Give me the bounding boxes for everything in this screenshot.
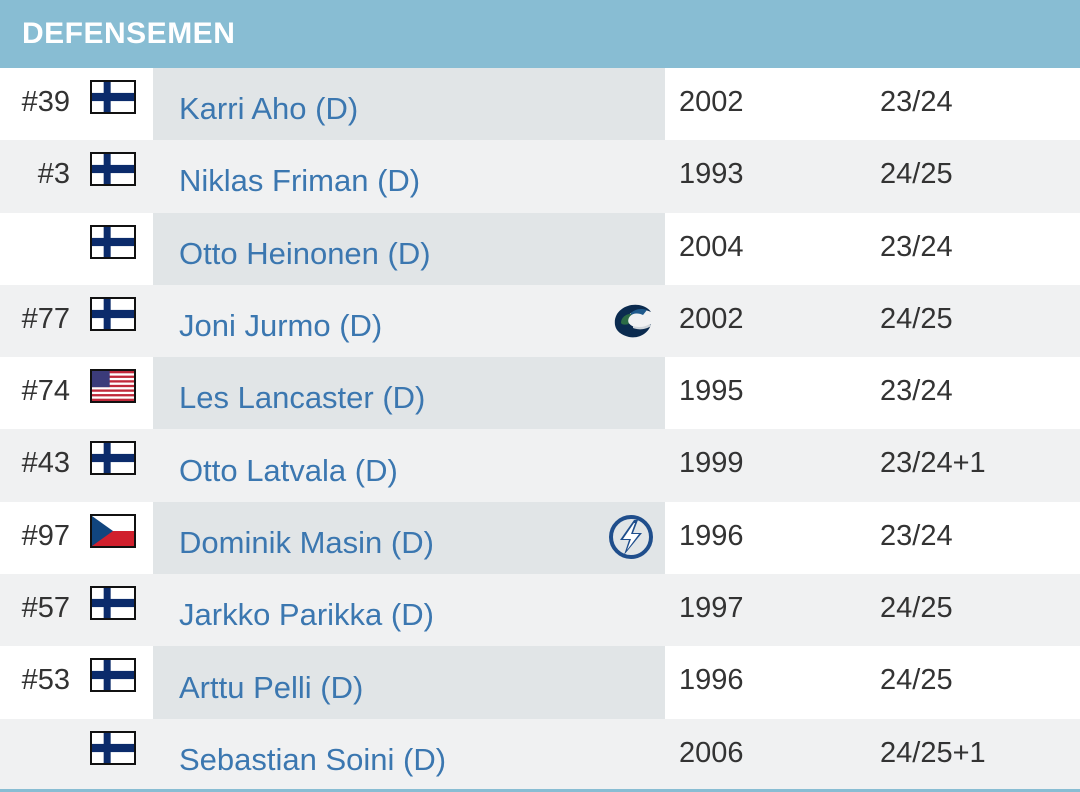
contract-term: 23/24 — [880, 519, 953, 552]
jersey-number: #43 — [21, 447, 70, 480]
jersey-number: #97 — [21, 519, 70, 552]
contract-term: 24/25 — [880, 158, 953, 191]
player-name-link[interactable]: Niklas Friman (D) — [179, 163, 421, 199]
player-name-link[interactable]: Les Lancaster (D) — [179, 380, 426, 416]
player-name-cell: Sebastian Soini (D) — [153, 718, 665, 791]
table-row: Sebastian Soini (D) 2006 24/25+1 — [0, 718, 1080, 791]
table-row: #39 Karri Aho (D) 2002 23/24 — [0, 68, 1080, 141]
birth-year: 2002 — [679, 302, 744, 335]
flag-cell — [70, 213, 153, 285]
birth-year: 2002 — [679, 86, 744, 118]
table-row: #43 Otto Latvala (D) 1999 23/24+1 — [0, 429, 1080, 502]
player-name-cell: Dominik Masin (D) — [153, 501, 665, 575]
table-row: #53 Arttu Pelli (D) 1996 24/25 — [0, 646, 1080, 719]
table-row: #3 Niklas Friman (D) 1993 24/25 — [0, 140, 1080, 213]
flag-cell — [70, 140, 153, 212]
jersey-number: #39 — [21, 86, 70, 118]
table-row: #77 Joni Jurmo (D) 2002 24/25 — [0, 284, 1080, 358]
player-name-cell: Otto Latvala (D) — [153, 429, 665, 502]
finland-flag-icon — [90, 658, 136, 693]
player-name-link[interactable]: Dominik Masin (D) — [179, 524, 434, 560]
contract-term: 23/24 — [880, 86, 953, 118]
table-row: #74 Les Lancaster (D) 1995 23/24 — [0, 357, 1080, 430]
table-row: #57 Jarkko Parikka (D) 1997 24/25 — [0, 574, 1080, 647]
section-title: DEFENSEMEN — [22, 17, 236, 50]
jersey-number: #57 — [21, 592, 70, 625]
birth-year: 2006 — [679, 736, 744, 769]
birth-year: 1996 — [679, 664, 744, 697]
player-name-cell: Otto Heinonen (D) — [153, 212, 665, 285]
usa-flag-icon — [90, 369, 136, 404]
jersey-number — [0, 719, 70, 737]
birth-year: 1996 — [679, 519, 744, 552]
birth-year: 1995 — [679, 375, 744, 408]
contract-term: 24/25 — [880, 592, 953, 625]
jersey-number — [0, 213, 70, 231]
flag-cell — [70, 502, 153, 574]
player-name-link[interactable]: Otto Heinonen (D) — [179, 235, 431, 271]
player-name-link[interactable]: Otto Latvala (D) — [179, 452, 398, 488]
player-name-link[interactable]: Jarkko Parikka (D) — [179, 597, 434, 633]
finland-flag-icon — [90, 586, 136, 621]
table-row: Otto Heinonen (D) 2004 23/24 — [0, 212, 1080, 285]
player-name-link[interactable]: Arttu Pelli (D) — [179, 669, 364, 705]
birth-year: 1997 — [679, 592, 744, 625]
flag-cell — [70, 285, 153, 357]
finland-flag-icon — [90, 224, 136, 259]
jersey-number: #77 — [21, 302, 70, 335]
birth-year: 1993 — [679, 158, 744, 191]
flag-cell — [70, 574, 153, 646]
birth-year: 2004 — [679, 230, 744, 263]
table-row: #97 Dominik Masin (D) 1996 23/24 — [0, 501, 1080, 575]
section-header: DEFENSEMEN — [0, 0, 1080, 68]
player-list: #39 Karri Aho (D) 2002 23/24 #3 Niklas Friman… — [0, 68, 1080, 791]
lightning-logo-icon — [607, 514, 655, 560]
player-name-link[interactable]: Karri Aho (D) — [179, 91, 359, 127]
jersey-number: #3 — [37, 158, 70, 191]
player-name-link[interactable]: Sebastian Soini (D) — [179, 741, 447, 777]
flag-cell — [70, 357, 153, 429]
player-name-link[interactable]: Joni Jurmo (D) — [179, 308, 383, 344]
flag-cell — [70, 646, 153, 718]
contract-term: 24/25+1 — [880, 736, 986, 769]
contract-term: 23/24 — [880, 375, 953, 408]
player-name-cell: Karri Aho (D) — [153, 68, 665, 141]
player-name-cell: Arttu Pelli (D) — [153, 646, 665, 719]
jersey-number: #74 — [21, 375, 70, 408]
bottom-divider — [0, 789, 1080, 792]
flag-cell — [70, 68, 153, 140]
flag-cell — [70, 719, 153, 791]
contract-term: 24/25 — [880, 664, 953, 697]
player-name-cell: Jarkko Parikka (D) — [153, 574, 665, 647]
finland-flag-icon — [90, 441, 136, 476]
contract-term: 23/24 — [880, 230, 953, 263]
player-name-cell: Joni Jurmo (D) — [153, 284, 665, 358]
flag-cell — [70, 429, 153, 501]
jersey-number: #53 — [21, 664, 70, 697]
finland-flag-icon — [90, 80, 136, 114]
finland-flag-icon — [90, 730, 136, 765]
contract-term: 24/25 — [880, 302, 953, 335]
contract-term: 23/24+1 — [880, 447, 986, 480]
player-name-cell: Les Lancaster (D) — [153, 357, 665, 430]
finland-flag-icon — [90, 152, 136, 187]
czech-flag-icon — [90, 513, 136, 548]
player-name-cell: Niklas Friman (D) — [153, 140, 665, 213]
birth-year: 1999 — [679, 447, 744, 480]
finland-flag-icon — [90, 296, 136, 331]
canucks-logo-icon — [607, 297, 655, 343]
